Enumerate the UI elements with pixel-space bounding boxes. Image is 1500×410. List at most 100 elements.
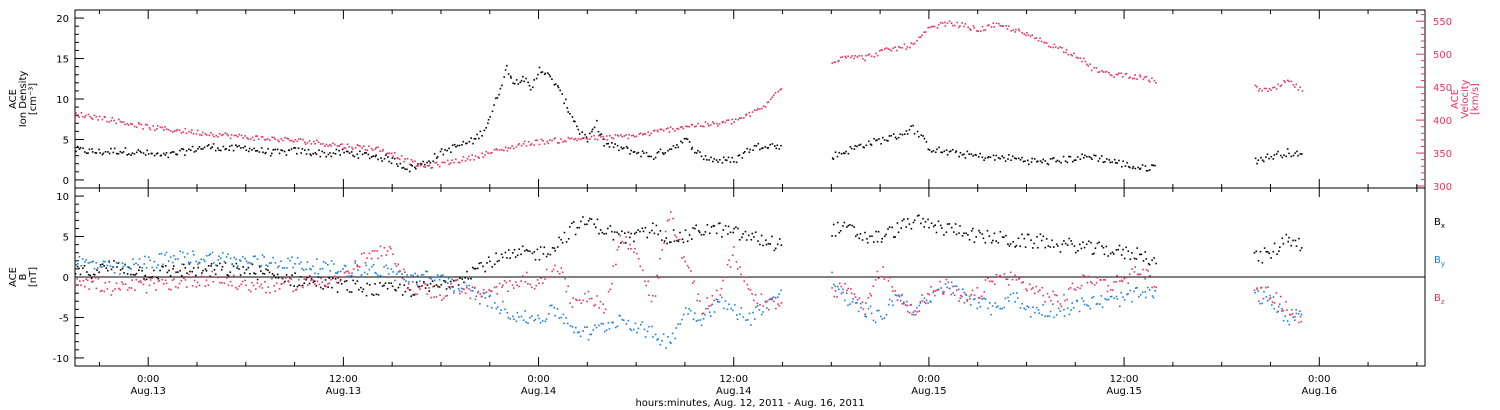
field-point-by	[690, 309, 692, 312]
velocity-point	[255, 135, 257, 137]
field-point-bz	[1265, 286, 1267, 289]
field-point-bx	[849, 224, 851, 226]
density-point	[512, 82, 514, 84]
field-point-bx	[988, 235, 991, 237]
field-point-by	[504, 308, 506, 311]
field-point-bx	[399, 283, 401, 286]
field-point-bx	[995, 240, 997, 242]
field-point-bz	[1107, 284, 1109, 287]
velocity-point	[1059, 46, 1061, 48]
field-point-bx	[876, 240, 879, 243]
density-point	[868, 140, 870, 143]
density-point	[648, 155, 651, 158]
field-point-by	[1131, 300, 1133, 303]
velocity-point	[91, 117, 93, 119]
field-point-by	[106, 264, 109, 267]
density-point	[569, 113, 571, 115]
field-point-bz	[474, 286, 476, 289]
velocity-point	[918, 36, 921, 39]
field-point-bx	[873, 241, 875, 243]
density-point	[274, 148, 276, 151]
density-axis-tick-label: 15	[56, 55, 69, 66]
density-point	[717, 161, 719, 163]
velocity-point	[213, 135, 215, 138]
field-point-bz	[633, 251, 635, 254]
field-point-by	[225, 256, 228, 258]
field-point-bz	[162, 283, 165, 285]
field-point-by	[999, 307, 1001, 310]
density-point	[608, 146, 611, 148]
field-point-by	[254, 255, 256, 257]
field-point-bx	[757, 240, 759, 242]
field-point-bz	[850, 292, 853, 295]
velocity-point	[939, 21, 942, 24]
time-tick-label: 0:00	[137, 374, 159, 385]
field-point-by	[235, 258, 237, 260]
field-point-bz	[137, 281, 140, 283]
velocity-point	[682, 127, 685, 130]
field-point-bz	[716, 299, 719, 301]
field-point-by	[403, 278, 405, 281]
field-point-bz	[856, 299, 859, 301]
velocity-point	[485, 150, 488, 153]
field-point-by	[298, 263, 301, 265]
field-point-by	[1068, 313, 1071, 316]
field-point-by	[286, 267, 288, 269]
field-point-by	[515, 320, 518, 323]
field-point-bz	[1026, 289, 1028, 292]
field-point-bx	[993, 232, 996, 235]
velocity-point	[400, 155, 403, 157]
field-point-by	[682, 313, 685, 316]
field-point-bx	[459, 277, 461, 279]
velocity-point	[749, 115, 751, 117]
velocity-point	[923, 31, 925, 33]
field-point-bz	[193, 279, 196, 282]
field-point-bz	[397, 263, 399, 265]
field-point-bx	[324, 279, 327, 281]
density-point	[1069, 156, 1072, 158]
field-point-bx	[1059, 251, 1062, 253]
field-point-bx	[875, 230, 877, 233]
density-point	[927, 148, 930, 151]
field-point-by	[687, 313, 689, 315]
field-point-bx	[306, 276, 309, 279]
velocity-point	[253, 139, 255, 142]
velocity-point	[462, 156, 465, 158]
field-point-bz	[452, 286, 454, 288]
velocity-point	[314, 143, 316, 145]
velocity-point	[414, 160, 416, 162]
field-point-bz	[722, 279, 724, 282]
field-point-by	[598, 324, 600, 327]
density-point	[1058, 160, 1061, 163]
density-point	[1055, 160, 1057, 163]
velocity-point	[1001, 25, 1003, 27]
velocity-point	[330, 145, 332, 147]
field-point-bz	[864, 313, 866, 315]
field-point-bx	[903, 218, 905, 220]
density-point	[1273, 154, 1276, 156]
field-point-by	[595, 326, 598, 329]
velocity-point	[567, 136, 570, 139]
density-point	[1028, 163, 1030, 166]
density-point	[869, 143, 872, 145]
field-point-bx	[834, 235, 837, 237]
velocity-point	[87, 113, 90, 116]
velocity-point	[921, 34, 923, 36]
density-point	[854, 145, 857, 147]
field-point-bz	[582, 299, 585, 302]
velocity-point	[1275, 88, 1278, 90]
density-point	[691, 146, 694, 149]
velocity-point	[573, 138, 575, 141]
field-point-by	[888, 298, 891, 301]
field-point-bx	[293, 285, 295, 287]
field-point-by	[544, 320, 547, 323]
field-point-by	[1291, 309, 1293, 311]
density-point	[422, 160, 425, 163]
field-point-bx	[82, 267, 84, 269]
field-point-bz	[343, 272, 346, 274]
field-point-bx	[143, 278, 145, 280]
field-point-bx	[907, 218, 909, 220]
field-point-bx	[779, 238, 781, 240]
density-point	[894, 136, 897, 139]
field-point-bz	[535, 284, 538, 287]
